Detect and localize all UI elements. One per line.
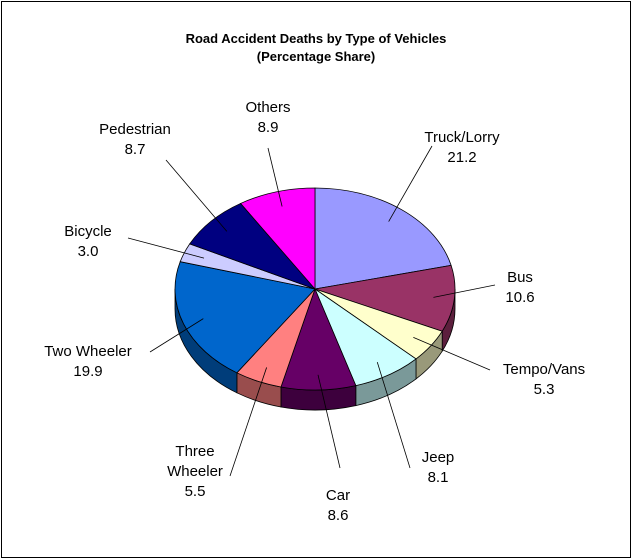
data-label: Bus 10.6 (460, 268, 580, 308)
leader-line (413, 336, 491, 371)
value-label: 8.6 (327, 507, 349, 524)
value-label: 5.3 (533, 381, 555, 398)
category-label: Tempo/Vans (502, 361, 586, 378)
category-label: Pedestrian (99, 121, 171, 138)
value-label: 8.1 (427, 469, 449, 486)
data-label: Truck/Lorry 21.2 (402, 128, 522, 168)
category-label: Car (325, 487, 351, 504)
data-label: Three Wheeler 5.5 (160, 442, 230, 502)
data-label: Bicycle 3.0 (28, 222, 148, 262)
data-label: Jeep 8.1 (378, 448, 498, 488)
slice (239, 187, 316, 291)
value-label: 19.9 (73, 363, 103, 380)
data-label: Pedestrian 8.7 (75, 120, 195, 160)
value-label: 8.9 (257, 119, 279, 136)
leader-line (317, 374, 341, 469)
category-label: Others (245, 99, 291, 116)
leader-line (267, 147, 283, 207)
leader-line (165, 159, 228, 232)
value-label: 8.7 (124, 141, 146, 158)
category-label: Jeep (421, 449, 455, 466)
value-label: 5.5 (184, 483, 206, 500)
category-label: Two Wheeler (44, 343, 132, 360)
slice (314, 264, 456, 332)
slice (174, 261, 316, 374)
data-label: Two Wheeler 19.9 (28, 342, 148, 382)
value-label: 10.6 (505, 289, 535, 306)
leader-line (376, 362, 411, 469)
chart-subtitle: (Percentage Share) (256, 49, 376, 64)
chart-title: Road Accident Deaths by Type of Vehicles (185, 31, 447, 46)
value-label: 21.2 (447, 149, 477, 166)
category-label: Three Wheeler (167, 443, 223, 480)
category-label: Truck/Lorry (424, 129, 500, 146)
category-label: Bicycle (64, 223, 112, 240)
value-label: 3.0 (77, 243, 99, 260)
leader-line (149, 318, 204, 353)
leader-line (433, 284, 496, 298)
leader-line (127, 237, 205, 259)
category-label: Bus (507, 269, 533, 286)
data-label: Tempo/Vans 5.3 (484, 360, 604, 400)
leader-line (229, 367, 268, 477)
leader-line (388, 145, 433, 222)
slice (314, 187, 452, 290)
data-label: Car 8.6 (278, 486, 398, 526)
data-label: Others 8.9 (208, 98, 328, 138)
